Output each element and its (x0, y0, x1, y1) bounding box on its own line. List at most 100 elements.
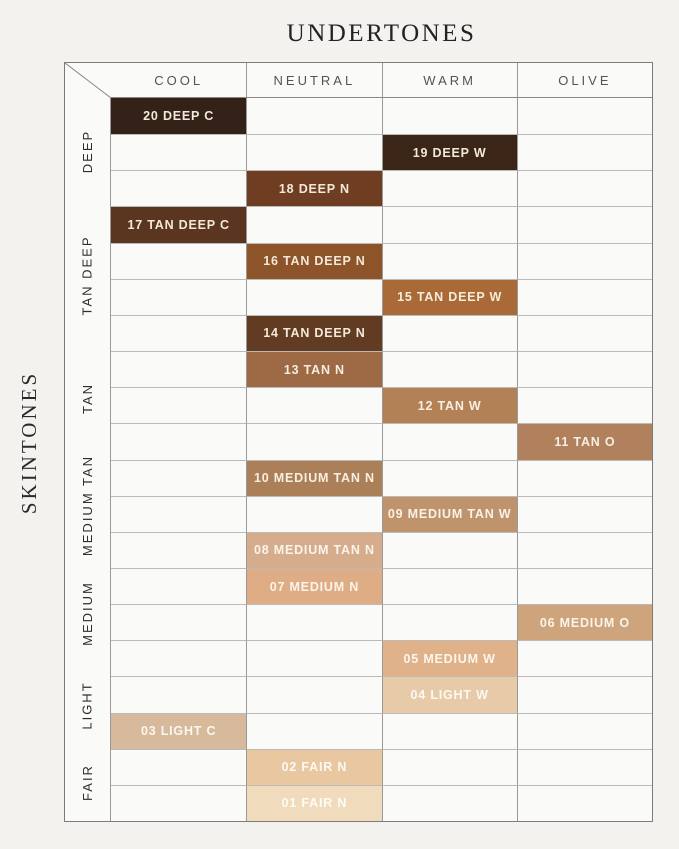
grid-cell (516, 748, 652, 785)
row-group-label: DEEP (80, 130, 95, 174)
grid-cell (381, 351, 517, 388)
grid-cell (516, 567, 652, 605)
row-axis-title: SKINTONES (17, 370, 42, 514)
grid-cell (111, 604, 247, 640)
grid-cell (111, 423, 247, 459)
shade-label: 09 MEDIUM TAN W (387, 507, 512, 522)
grid-cell (381, 242, 517, 279)
grid-cell (516, 640, 652, 677)
shade-label: 18 DEEP N (278, 181, 350, 196)
grid-cell (516, 495, 652, 532)
grid-cell (516, 206, 652, 243)
grid-cell (381, 748, 517, 785)
shade-swatch-18-deep-n: 18 DEEP N (246, 170, 382, 207)
shade-swatch-08-medium-tan-n: 08 MEDIUM TAN N (246, 531, 382, 568)
row-group-tan: TAN (65, 344, 110, 452)
grid-cell (111, 170, 247, 206)
grid-cell (381, 459, 517, 496)
grid-cell (111, 278, 247, 315)
row-group-fair: FAIR (65, 744, 110, 821)
grid-cell (381, 98, 517, 135)
grid-cell (516, 676, 652, 713)
shade-label: 02 FAIR N (281, 760, 348, 775)
grid-cell (246, 640, 382, 677)
grid-cell (516, 459, 652, 496)
shade-swatch-14-tan-deep-n: 14 TAN DEEP N (246, 314, 382, 352)
grid-cell (246, 134, 382, 171)
row-group-medium-tan: MEDIUM TAN (65, 452, 110, 560)
grid-cell (111, 495, 247, 532)
row-group-label: FAIR (80, 764, 95, 802)
shade-swatch-01-fair-n: 01 FAIR N (246, 784, 382, 821)
grid-cell (516, 314, 652, 352)
grid-cell (246, 676, 382, 713)
grid-cell (516, 784, 652, 821)
shade-label: 01 FAIR N (281, 796, 348, 811)
grid-cell (111, 459, 247, 496)
shade-label: 15 TAN DEEP W (397, 290, 503, 305)
grid-cell (516, 387, 652, 424)
shade-label: 14 TAN DEEP N (263, 326, 366, 341)
grid-cell (516, 351, 652, 388)
grid-cell (246, 206, 382, 243)
shade-swatch-19-deep-w: 19 DEEP W (381, 134, 517, 171)
grid-cell (381, 206, 517, 243)
grid-cell (246, 278, 382, 315)
grid-cell (516, 531, 652, 568)
shade-label: 11 TAN O (554, 434, 616, 449)
grid-cell (111, 387, 247, 423)
shade-swatch-20-deep-c: 20 DEEP C (111, 98, 247, 135)
column-header-cool: COOL (111, 63, 247, 98)
grid-cell (246, 423, 382, 460)
grid-cell (111, 314, 247, 351)
grid-cell (381, 604, 517, 641)
shade-label: 03 LIGHT C (140, 724, 217, 739)
grid-cell (111, 784, 247, 821)
shade-swatch-07-medium-n: 07 MEDIUM N (246, 567, 382, 605)
shade-swatch-10-medium-tan-n: 10 MEDIUM TAN N (246, 459, 382, 496)
row-groups: DEEP TAN DEEP TAN MEDIUM TAN MEDIUM LIGHT FAIR (65, 98, 111, 821)
row-group-light: LIGHT (65, 667, 110, 744)
grid-cell (381, 423, 517, 460)
shade-label: 12 TAN W (417, 398, 482, 413)
shade-label: 16 TAN DEEP N (263, 254, 366, 269)
row-group-tan-deep: TAN DEEP (65, 206, 110, 345)
grid-cell (381, 531, 517, 568)
row-group-label: MEDIUM TAN (80, 455, 96, 557)
shade-swatch-02-fair-n: 02 FAIR N (246, 748, 382, 785)
column-axis-title: UNDERTONES (286, 20, 477, 47)
grid-cell (516, 712, 652, 749)
shade-swatch-06-medium-o: 06 MEDIUM O (516, 604, 652, 641)
column-header-warm: WARM (381, 63, 517, 98)
grid-cell (246, 387, 382, 424)
shade-label: 06 MEDIUM O (539, 615, 630, 630)
column-header-olive: OLIVE (516, 63, 652, 98)
shade-label: 04 LIGHT W (410, 687, 489, 702)
row-group-label: LIGHT (80, 681, 96, 730)
corner-diagonal-line (65, 63, 111, 98)
grid-cell (111, 351, 247, 387)
grid-cell (246, 712, 382, 749)
grid-cell (516, 170, 652, 207)
shade-swatch-03-light-c: 03 LIGHT C (111, 712, 247, 749)
grid-cell (111, 748, 247, 785)
row-axis-title-wrap: SKINTONES (2, 62, 58, 822)
shade-swatch-04-light-w: 04 LIGHT W (381, 676, 517, 713)
shade-label: 17 TAN DEEP C (127, 218, 230, 233)
shade-swatch-16-tan-deep-n: 16 TAN DEEP N (246, 242, 382, 279)
grid-cell (246, 604, 382, 641)
shade-label: 10 MEDIUM TAN N (253, 471, 375, 486)
grid-cell (111, 134, 247, 170)
row-group-deep: DEEP (65, 98, 110, 206)
shade-swatch-13-tan-n: 13 TAN N (246, 351, 382, 388)
shade-swatch-15-tan-deep-w: 15 TAN DEEP W (381, 278, 517, 315)
shade-label: 05 MEDIUM W (403, 651, 496, 666)
grid-cell (381, 712, 517, 749)
grid-cell (516, 134, 652, 171)
shade-label: 13 TAN N (283, 362, 345, 377)
grid-cell (516, 98, 652, 135)
row-group-label: MEDIUM (80, 581, 95, 646)
grid-cell (381, 567, 517, 605)
grid-corner-cell (65, 63, 111, 98)
grid-cell (381, 314, 517, 352)
